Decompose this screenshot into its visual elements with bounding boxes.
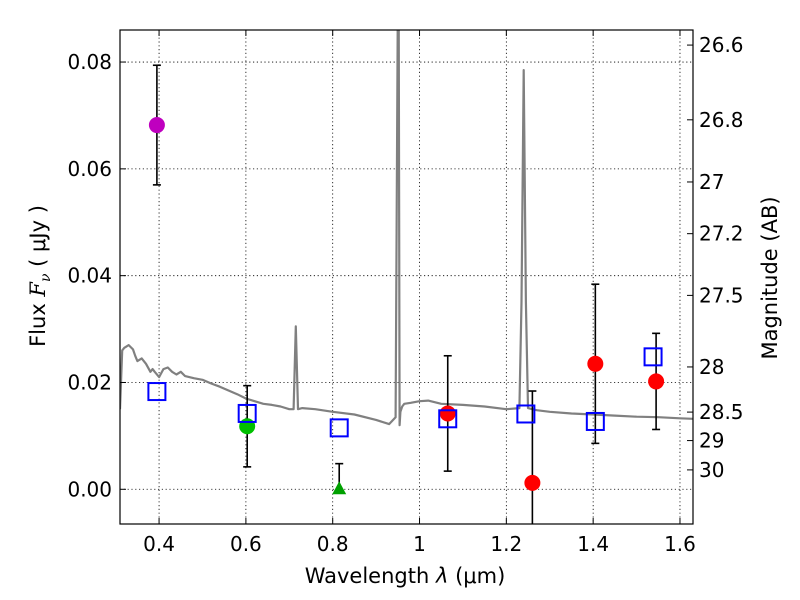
photometry-points xyxy=(147,64,665,524)
plot-frame xyxy=(119,29,694,525)
model-square xyxy=(643,347,663,367)
y-tick-label: 0.08 xyxy=(67,50,112,74)
y-tick-label: 0.04 xyxy=(67,264,112,288)
x-tick-label: 1.4 xyxy=(577,532,609,556)
y2-tick-label: 26.8 xyxy=(699,108,744,132)
x-tick-label: 0.8 xyxy=(317,532,349,556)
model-square xyxy=(438,409,458,429)
data-point-v xyxy=(239,418,256,435)
upper-limit-triangle xyxy=(332,481,347,495)
model-square xyxy=(147,382,167,402)
y2-axis-title: Magnitude (AB) xyxy=(758,196,782,359)
grid-lines xyxy=(120,30,693,524)
data-point-jh xyxy=(587,355,604,372)
data-point-u xyxy=(148,117,165,134)
x-tick-label: 0.6 xyxy=(230,532,262,556)
y2-tick-label: 29 xyxy=(699,429,724,453)
y2-tick-label: 28.5 xyxy=(699,400,744,424)
model-square xyxy=(516,404,536,424)
data-point-y xyxy=(439,405,456,422)
y2-tick-label: 27.5 xyxy=(699,283,744,307)
model-square xyxy=(237,403,257,423)
y-tick-label: 0.06 xyxy=(67,157,112,181)
data-point-h xyxy=(648,373,665,390)
model-square xyxy=(585,411,605,431)
y-axis-title: Flux Fν ( μJy ) xyxy=(26,205,54,347)
x-tick-label: 1.2 xyxy=(490,532,522,556)
y2-tick-label: 26.6 xyxy=(699,33,744,57)
y-tick-label: 0.02 xyxy=(67,370,112,394)
y2-tick-label: 30 xyxy=(699,458,724,482)
data-point-j xyxy=(524,474,541,491)
x-axis-title: Wavelength λ (μm) xyxy=(305,564,506,588)
spectrum-layer xyxy=(120,30,693,427)
x-tick-label: 0.4 xyxy=(143,532,175,556)
y2-tick-label: 28 xyxy=(699,355,724,379)
x-tick-label: 1.6 xyxy=(664,532,696,556)
y2-tick-label: 27.2 xyxy=(699,222,744,246)
y2-tick-label: 27 xyxy=(699,170,724,194)
x-tick-label: 1 xyxy=(413,532,426,556)
model-square xyxy=(329,418,349,438)
y-tick-label: 0.00 xyxy=(67,477,112,501)
spectrum-line xyxy=(120,30,693,427)
axis-ticks: 0.4 0.6 0.8 1 1.2 1.4 1.6 0.00 0.02 0.04 0.06 0.08 2… xyxy=(67,30,744,556)
